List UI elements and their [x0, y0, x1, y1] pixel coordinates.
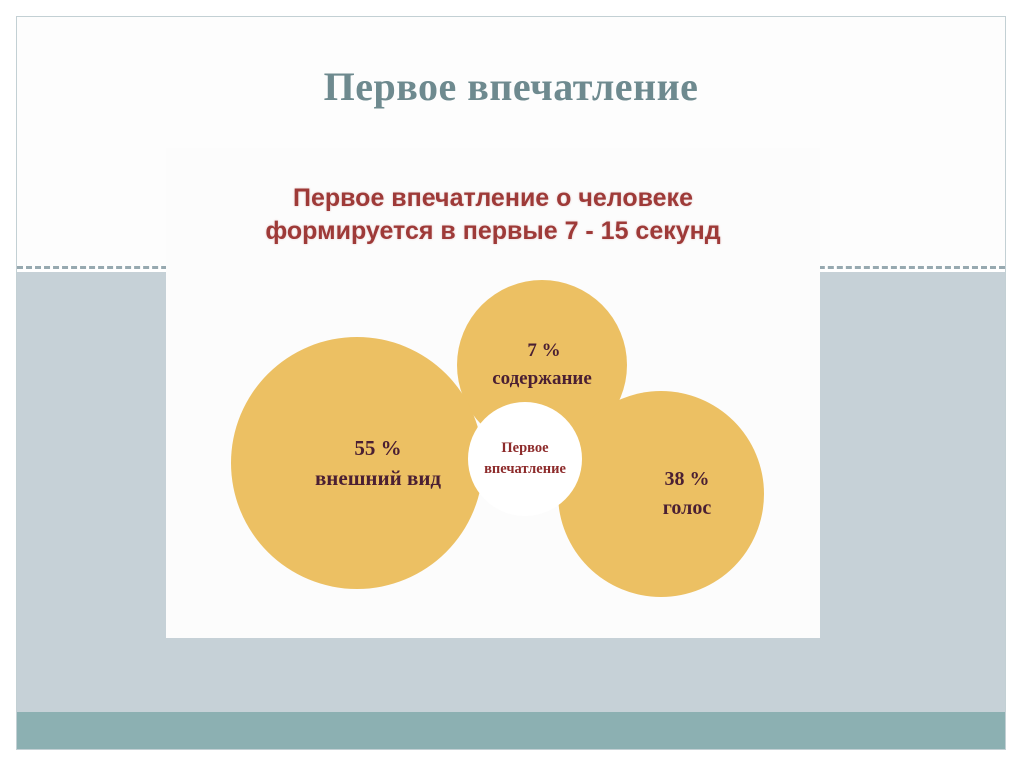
bubble-voice: 38 % голос	[558, 391, 764, 597]
bubble-appearance-percent: 55 %	[354, 436, 402, 460]
infographic-headline: Первое впечатление о человеке формируетс…	[166, 182, 820, 248]
bubble-appearance-label: внешний вид	[314, 466, 442, 490]
center-label-line-1: Первое	[501, 440, 549, 456]
headline-line-1: Первое впечатление о человеке	[293, 184, 693, 212]
center-label-line-2: впечатление	[484, 461, 566, 477]
presentation-slide: Первое впечатление Первое впечатление о …	[16, 16, 1006, 750]
bubble-appearance: 55 % внешний вид	[231, 337, 483, 589]
slide-footer-bar	[17, 712, 1005, 749]
bubble-content-percent: 7 %	[527, 340, 561, 361]
bubble-center-hub: Первое впечатление	[468, 402, 582, 516]
bubble-content-label: содержание	[492, 368, 592, 389]
bubble-voice-label: голос	[662, 497, 712, 519]
infographic-image: Первое впечатление о человеке формируетс…	[166, 148, 820, 638]
headline-line-2: формируется в первые 7 - 15 секунд	[265, 217, 721, 245]
bubble-voice-percent: 38 %	[664, 468, 710, 490]
slide-title: Первое впечатление	[323, 64, 699, 109]
